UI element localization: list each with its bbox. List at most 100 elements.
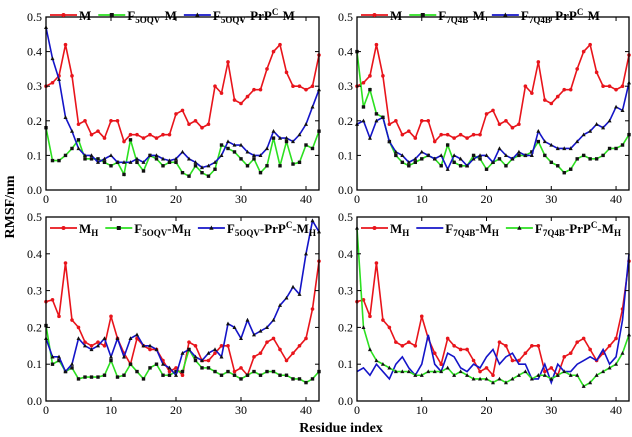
data-point: [419, 373, 424, 377]
data-point: [284, 70, 289, 75]
data-point: [76, 122, 81, 127]
x-tick-label: 20: [170, 403, 182, 417]
series-2: [44, 126, 321, 178]
data-point: [516, 373, 521, 377]
legend-label: F7Q4B​-MH​: [445, 221, 499, 238]
data-point: [239, 142, 243, 147]
y-tick-label: 0.0: [27, 183, 42, 197]
data-point: [620, 143, 625, 147]
data-point: [122, 172, 126, 177]
data-point: [458, 347, 463, 352]
data-point: [445, 167, 450, 171]
data-point: [239, 336, 243, 341]
x-tick-label: 0: [354, 403, 360, 417]
data-point: [536, 60, 541, 64]
data-point: [76, 146, 81, 151]
data-point: [193, 119, 198, 123]
data-point: [304, 380, 308, 385]
x-tick-label: 30: [235, 403, 247, 417]
data-point: [310, 104, 315, 109]
legend-label: F5OQV​-PrPC​-MH​: [227, 220, 316, 238]
data-point: [252, 87, 256, 92]
x-tick-label: 30: [545, 192, 557, 206]
data-point: [239, 377, 243, 381]
data-point: [368, 74, 372, 78]
data-point: [304, 143, 308, 147]
data-point: [96, 340, 100, 344]
data-point: [413, 373, 418, 377]
data-point: [83, 375, 87, 379]
data-point: [439, 153, 444, 157]
data-point: [581, 336, 586, 341]
data-point: [497, 122, 502, 127]
data-point: [50, 80, 55, 85]
data-point: [471, 153, 476, 158]
data-point: [135, 332, 139, 337]
x-tick-label: 30: [235, 192, 247, 206]
data-point: [148, 366, 152, 370]
data-point: [245, 94, 250, 99]
data-point: [393, 369, 398, 374]
data-point: [63, 115, 68, 119]
data-point: [361, 325, 366, 329]
data-point: [304, 87, 308, 92]
data-point: [484, 376, 489, 381]
data-point: [213, 351, 217, 355]
x-tick-label: 40: [300, 192, 312, 206]
data-point: [310, 307, 315, 311]
data-point: [432, 139, 437, 144]
series-line: [45, 261, 320, 377]
legend-item: F5OQV​-PrPC​-MH​: [197, 220, 316, 238]
data-point: [109, 358, 113, 363]
legend-item: M: [361, 8, 402, 23]
data-point: [135, 160, 139, 165]
data-point: [594, 70, 599, 75]
legend: M F7Q4B​-M F7Q4B​-PrPC​-M: [361, 7, 600, 25]
data-point: [387, 122, 392, 127]
y-tick-label: 0.1: [338, 148, 353, 162]
data-point: [239, 101, 243, 106]
data-point: [89, 157, 94, 161]
data-point: [575, 373, 580, 377]
data-point: [161, 373, 165, 377]
data-point: [265, 325, 269, 329]
x-tick-label: 40: [610, 403, 622, 417]
y-tick-label: 0.0: [27, 394, 42, 408]
data-point: [70, 146, 74, 151]
data-point: [89, 132, 94, 137]
data-point: [154, 347, 159, 352]
y-tick-label: 0.2: [27, 320, 42, 334]
data-point: [484, 167, 489, 171]
data-point: [245, 373, 250, 377]
series-3: [44, 25, 321, 170]
data-point: [167, 373, 172, 377]
data-point: [445, 336, 450, 341]
data-point: [258, 87, 263, 92]
legend-item: F7Q4B​-PrPC​-M: [491, 7, 600, 25]
y-tick-label: 0.3: [338, 79, 353, 93]
data-point: [536, 128, 541, 133]
data-point: [174, 112, 178, 116]
data-point: [504, 119, 508, 123]
data-point: [556, 164, 560, 168]
data-point: [252, 157, 256, 161]
data-point: [549, 160, 553, 165]
x-tick-label: 0: [43, 403, 49, 417]
legend-item: F7Q4B​-MH​: [416, 221, 499, 238]
data-point: [226, 139, 230, 144]
data-point: [432, 351, 437, 355]
data-point: [426, 153, 431, 157]
legend-label: F7Q4B​-PrPC​-MH​: [535, 220, 621, 238]
data-point: [419, 119, 424, 123]
data-point: [439, 362, 443, 367]
legend-marker: [209, 225, 214, 230]
data-point: [419, 149, 424, 154]
data-point: [174, 156, 178, 161]
legend-marker: [195, 12, 200, 17]
data-point: [458, 369, 463, 374]
data-point: [128, 138, 133, 142]
data-point: [271, 317, 276, 322]
series-line: [45, 43, 320, 144]
data-point: [167, 365, 172, 370]
